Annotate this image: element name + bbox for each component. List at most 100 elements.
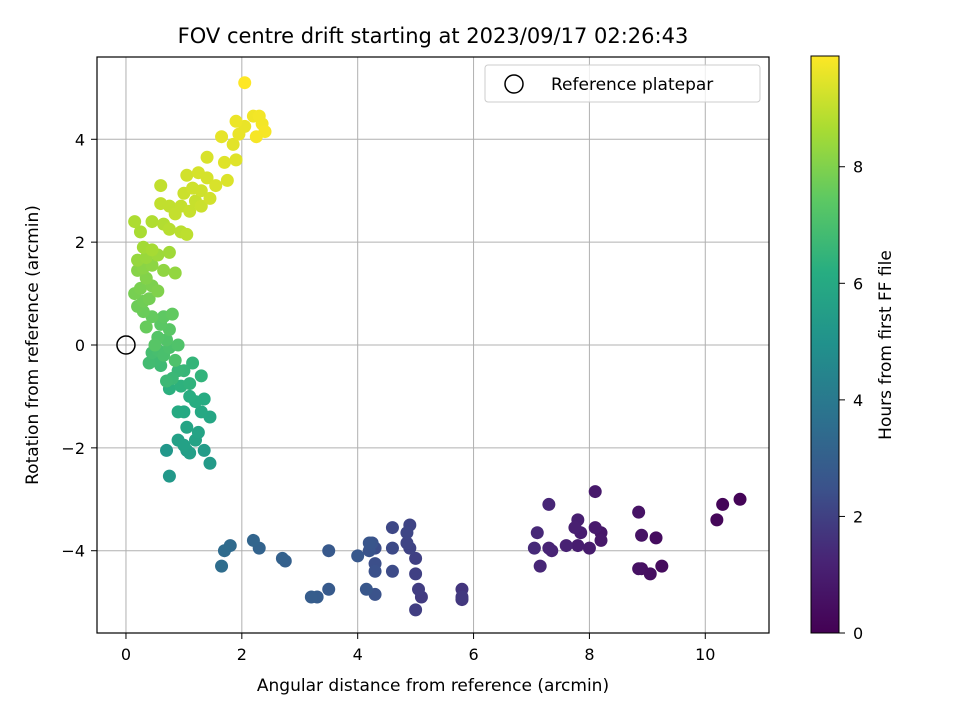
data-point [128, 215, 142, 229]
data-point [362, 536, 376, 550]
data-point [168, 353, 182, 367]
data-point [368, 564, 382, 578]
grid-lines [97, 57, 769, 633]
data-point [180, 227, 194, 241]
x-tick-label: 0 [121, 645, 131, 664]
data-point [194, 405, 208, 419]
chart-title: FOV centre drift starting at 2023/09/17 … [178, 24, 689, 48]
data-point [649, 531, 663, 545]
data-point [409, 551, 423, 565]
data-point [351, 549, 365, 563]
data-point [246, 533, 260, 547]
data-point [215, 559, 229, 573]
data-point [139, 320, 153, 334]
data-point [217, 544, 231, 558]
data-point [594, 533, 608, 547]
data-point [142, 356, 156, 370]
data-point [139, 271, 153, 285]
data-point [632, 562, 646, 576]
data-point [171, 405, 185, 419]
colorbar-label: Hours from first FF file [876, 250, 896, 440]
colorbar-tick-label: 8 [853, 158, 863, 177]
data-point [527, 541, 541, 555]
data-point [154, 179, 168, 193]
data-point [183, 377, 197, 391]
data-point [215, 130, 229, 144]
data-point [220, 173, 234, 187]
data-point [385, 521, 399, 535]
data-point [183, 204, 197, 218]
y-axis-label: Rotation from reference (arcmin) [23, 205, 43, 485]
colorbar [810, 55, 840, 634]
data-point [142, 292, 156, 306]
y-tick-label: 4 [75, 130, 85, 149]
colorbar-tick-label: 2 [853, 507, 863, 526]
data-point [177, 438, 191, 452]
data-point [217, 155, 231, 169]
data-point [145, 215, 159, 229]
data-point [194, 199, 208, 213]
data-point [165, 307, 179, 321]
data-point [322, 544, 336, 558]
data-point [385, 541, 399, 555]
data-point [635, 528, 649, 542]
data-point [133, 225, 147, 239]
data-point [455, 590, 469, 604]
data-point [588, 521, 602, 535]
data-point [197, 443, 211, 457]
data-point [209, 179, 223, 193]
data-point [533, 559, 547, 573]
legend: Reference platepar [484, 64, 761, 103]
data-point [168, 266, 182, 280]
data-point [409, 603, 423, 617]
data-point [191, 425, 205, 439]
colorbar-tick-label: 4 [853, 391, 863, 410]
data-point [162, 469, 176, 483]
data-point [160, 374, 174, 388]
colorbar-tick-label: 0 [853, 624, 863, 643]
reference-platepar-marker [116, 335, 136, 355]
data-point [194, 184, 208, 198]
data-point [229, 153, 243, 167]
data-point [359, 582, 373, 596]
data-point [582, 541, 596, 555]
data-point [304, 590, 318, 604]
data-point [716, 497, 730, 511]
x-tick-label: 2 [237, 645, 247, 664]
y-axis-ticks: −4 −2 0 2 4 [61, 130, 97, 561]
data-point [148, 338, 162, 352]
data-point [203, 456, 217, 470]
data-point [183, 389, 197, 403]
data-point [180, 168, 194, 182]
data-point [409, 567, 423, 581]
data-point [559, 539, 573, 553]
y-tick-label: 0 [75, 336, 85, 355]
data-points [128, 76, 747, 617]
data-point [530, 526, 544, 540]
legend-marker-icon [504, 74, 524, 94]
data-point [186, 356, 200, 370]
data-point [571, 539, 585, 553]
data-point [322, 582, 336, 596]
x-tick-label: 10 [695, 645, 715, 664]
x-axis-ticks: 0 2 4 6 8 10 [121, 633, 715, 664]
data-point [194, 369, 208, 383]
x-tick-label: 8 [584, 645, 594, 664]
data-point [171, 338, 185, 352]
data-point [162, 245, 176, 259]
x-axis-label: Angular distance from reference (arcmin) [257, 676, 609, 696]
legend-label: Reference platepar [551, 75, 713, 95]
data-point [385, 564, 399, 578]
data-point [145, 243, 159, 257]
data-point [162, 222, 176, 236]
colorbar-tick-label: 6 [853, 274, 863, 293]
colorbar-ticks: 0 2 4 6 8 [839, 158, 863, 643]
data-point [200, 171, 214, 185]
data-point [249, 130, 263, 144]
data-point [568, 521, 582, 535]
data-point [542, 541, 556, 555]
data-point [655, 559, 669, 573]
data-point [180, 420, 194, 434]
data-point [710, 513, 724, 527]
